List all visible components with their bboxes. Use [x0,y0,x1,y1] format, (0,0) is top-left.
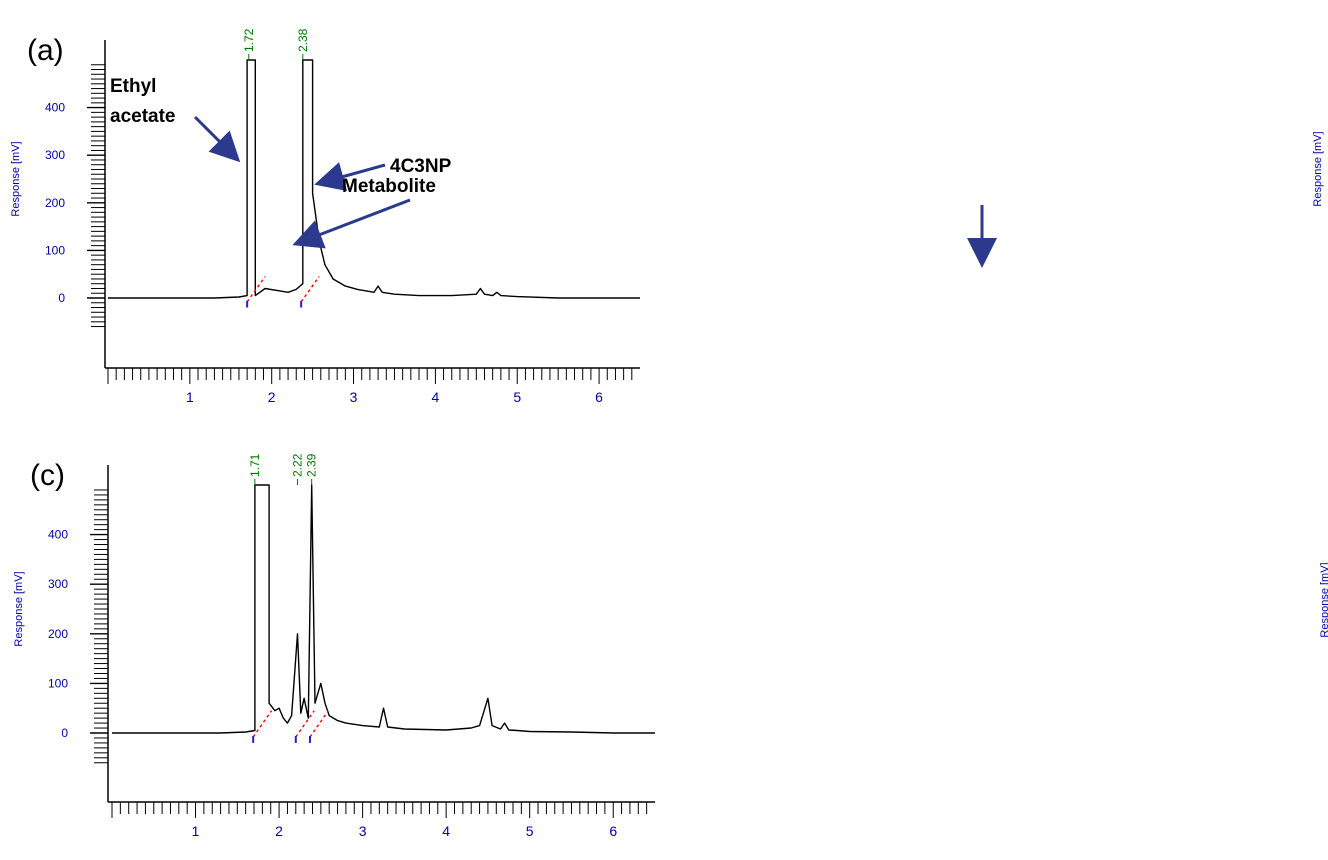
y-tick-label: 400 [45,101,65,115]
y-axis-label: Response [mV] [1312,131,1324,206]
panel-label: (a) [27,34,64,67]
x-tick-label: 6 [595,389,603,405]
peak-label: 2.22 [290,453,304,477]
x-tick-label: 1 [192,823,200,839]
peak-label: 2.38 [296,28,310,52]
annotation-text: 4C3NP [390,156,452,177]
x-tick-label: 1 [186,389,194,405]
x-tick-label: 5 [526,823,534,839]
annotation-arrow [314,162,386,192]
y-axis-label: Response [mV] [13,571,25,646]
y-tick-label: 100 [48,676,68,690]
chart-panel-3: (c) 0 100 200 300 400 Response [mV] 1 2 3 4 5 6 1.71 2… [13,176,655,839]
baseline-segment [246,276,266,303]
baseline-segment [295,710,315,738]
chromatogram-trace [112,484,655,734]
x-tick-label: 6 [609,823,617,839]
annotation-arrow [292,198,411,249]
y-tick-label: 300 [48,577,68,591]
x-tick-label: 5 [513,389,521,405]
y-tick-label: 400 [48,528,68,542]
baseline-segment [252,710,273,738]
annotation-text: Ethyl [110,76,156,97]
y-axis-label: Response [mV] [1319,562,1328,637]
y-tick-label: 200 [48,627,68,641]
y-tick-label: 300 [45,148,65,162]
peak-label: 1.71 [248,453,262,477]
y-axis-label: Response [mV] [10,141,22,216]
peak-label: 1.72 [242,28,256,52]
peak-label: 2.39 [305,453,319,477]
y-tick-label: 0 [61,726,68,740]
y-tick-label: 200 [45,196,65,210]
x-tick-label: 3 [359,823,367,839]
panel-label: (c) [30,459,65,492]
x-tick-label: 3 [350,389,358,405]
baseline-segment [300,276,320,303]
annotation-text: Metabolite [342,176,436,197]
annotation-text: acetate [110,106,176,127]
x-tick-label: 4 [431,389,439,405]
baseline-segment [309,710,329,738]
chromatogram-trace [108,59,640,299]
annotation-arrow [193,115,241,163]
y-tick-label: 100 [45,243,65,257]
x-tick-label: 2 [268,389,276,405]
x-tick-label: 4 [442,823,450,839]
chart-panel-1: (a) 0 100 200 300 400 Response [mV] 1 2 3 4 5 6 1.72 2… [10,28,640,405]
x-tick-label: 2 [275,823,283,839]
y-tick-label: 0 [58,291,65,305]
